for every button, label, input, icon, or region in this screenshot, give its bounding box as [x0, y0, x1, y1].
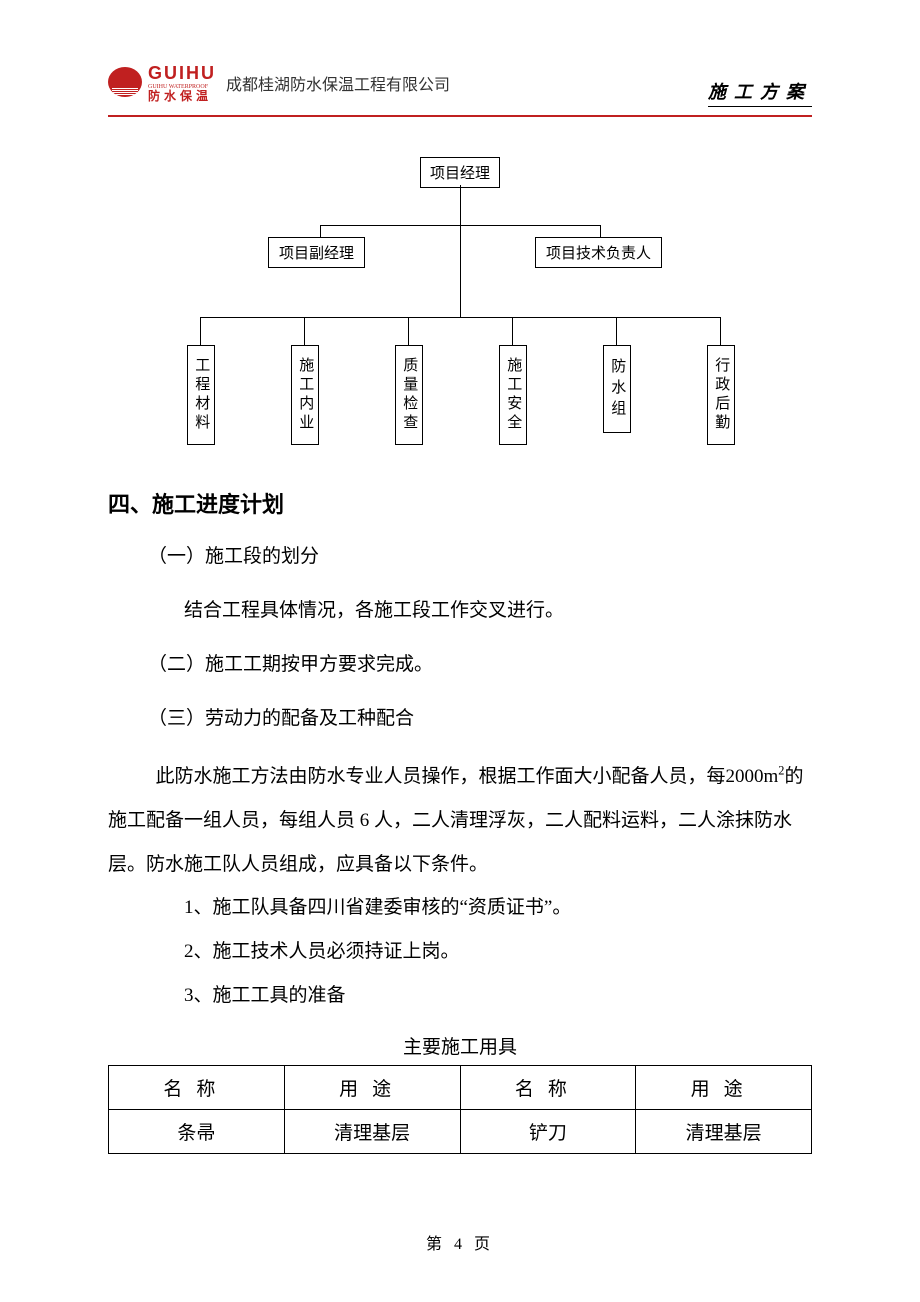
- org-node-leaf: 行政后勤: [707, 345, 735, 445]
- table-row: 条帚 清理基层 铲刀 清理基层: [109, 1109, 812, 1153]
- footer-page-number: 4: [454, 1236, 466, 1253]
- table-header: 用途: [636, 1065, 812, 1109]
- table-cell: 条帚: [109, 1109, 285, 1153]
- logo-text: GUIHU GUIHU WATERPROOF 防水保温: [148, 64, 216, 104]
- org-node-leaf: 防水组: [603, 345, 631, 433]
- section-number: 四、: [108, 492, 152, 517]
- org-line: [200, 317, 720, 318]
- table-header: 名称: [460, 1065, 636, 1109]
- logo-pinyin: GUIHU: [148, 64, 216, 84]
- org-line: [304, 317, 305, 345]
- org-node-tech: 项目技术负责人: [535, 237, 662, 268]
- org-node-leaf: 施工安全: [499, 345, 527, 445]
- table-cell: 清理基层: [284, 1109, 460, 1153]
- org-node-deputy: 项目副经理: [268, 237, 365, 268]
- subheading-1: （一）施工段的划分: [148, 539, 812, 575]
- org-line: [720, 317, 721, 345]
- subheading-2: （二）施工工期按甲方要求完成。: [148, 647, 812, 683]
- org-line: [460, 185, 461, 225]
- table-cell: 铲刀: [460, 1109, 636, 1153]
- para-pre: 此防水施工方法由防水专业人员操作，根据工作面大小配备人员，每2000m: [156, 766, 779, 787]
- org-line: [200, 317, 201, 345]
- company-name: 成都桂湖防水保温工程有限公司: [226, 71, 450, 95]
- page-header: GUIHU GUIHU WATERPROOF 防水保温 成都桂湖防水保温工程有限…: [108, 60, 812, 107]
- org-line: [512, 317, 513, 345]
- footer-prefix: 第: [426, 1236, 446, 1253]
- table-header-row: 名称 用途 名称 用途: [109, 1065, 812, 1109]
- org-node-leaf: 施工内业: [291, 345, 319, 445]
- header-left: GUIHU GUIHU WATERPROOF 防水保温 成都桂湖防水保温工程有限…: [108, 64, 450, 104]
- org-line: [616, 317, 617, 345]
- table-caption: 主要施工用具: [108, 1032, 812, 1059]
- section-heading: 四、施工进度计划: [108, 487, 812, 519]
- page-footer: 第 4 页: [0, 1230, 920, 1254]
- org-node-leaf: 质量检查: [395, 345, 423, 445]
- table-header: 用途: [284, 1065, 460, 1109]
- logo-subtitle-cn: 防水保温: [148, 90, 216, 103]
- org-line: [320, 225, 321, 237]
- table-header: 名称: [109, 1065, 285, 1109]
- org-line: [408, 317, 409, 345]
- logo-stamp-icon: [108, 67, 144, 99]
- subheading-3: （三）劳动力的配备及工种配合: [148, 701, 812, 737]
- org-line: [460, 225, 461, 317]
- org-node-pm: 项目经理: [420, 157, 500, 188]
- footer-suffix: 页: [474, 1236, 494, 1253]
- header-divider: [108, 115, 812, 117]
- tools-table: 名称 用途 名称 用途 条帚 清理基层 铲刀 清理基层: [108, 1065, 812, 1154]
- table-cell: 清理基层: [636, 1109, 812, 1153]
- list-item-1: 1、施工队具备四川省建委审核的“资质证书”。: [184, 886, 812, 930]
- org-node-leaf: 工程材料: [187, 345, 215, 445]
- org-line: [600, 225, 601, 237]
- doc-label: 施工方案: [708, 78, 812, 107]
- list-item-2: 2、施工技术人员必须持证上岗。: [184, 930, 812, 974]
- paragraph-main: 此防水施工方法由防水专业人员操作，根据工作面大小配备人员，每2000m2的施工配…: [108, 755, 812, 886]
- sub1-body: 结合工程具体情况，各施工段工作交叉进行。: [184, 593, 812, 629]
- list-item-3: 3、施工工具的准备: [184, 974, 812, 1018]
- section-title: 施工进度计划: [152, 492, 284, 517]
- org-chart: 项目经理 项目副经理 项目技术负责人 工程材料 施工内业 质量检查 施工安全 防…: [180, 157, 740, 457]
